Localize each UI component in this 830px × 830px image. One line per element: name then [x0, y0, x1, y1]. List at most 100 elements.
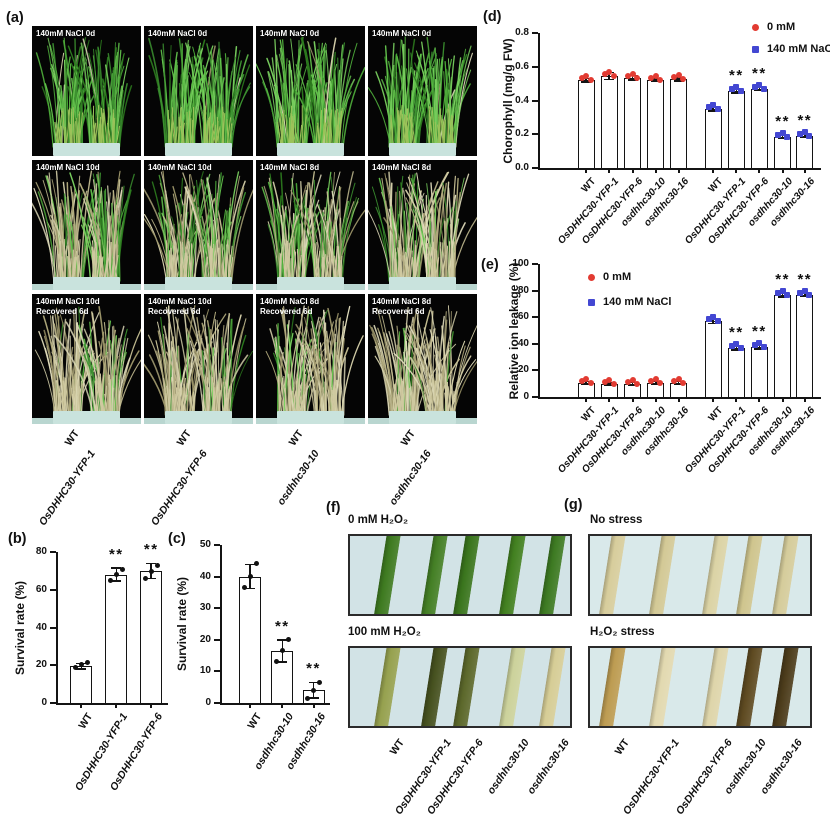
y-axis: [56, 552, 58, 705]
y-axis: [538, 33, 540, 170]
y-tick: [532, 167, 538, 169]
error-cap: [673, 77, 684, 79]
bar: [704, 108, 722, 168]
pot: [52, 411, 121, 424]
data-point: [273, 659, 279, 665]
panel-g-label: (g): [564, 497, 583, 513]
data-point-square: [801, 287, 808, 294]
error-cap: [111, 567, 122, 569]
photo-caption: 140mM NaCl 8d Recovered 6d: [372, 297, 432, 317]
x-tick: [803, 397, 806, 402]
pot: [388, 143, 457, 156]
data-point: [253, 561, 259, 567]
grass-illustration: [261, 171, 365, 282]
leaf-strip: [451, 648, 481, 726]
legend-marker-square: [752, 46, 759, 53]
photo-caption: 140mM NaCl 10d: [36, 163, 100, 172]
significance-label: **: [274, 617, 290, 635]
data-point-square: [728, 342, 735, 349]
x-axis: [538, 397, 821, 399]
y-tick: [214, 544, 220, 546]
y-tick-label: 0.0: [515, 162, 529, 173]
x-tick: [608, 397, 611, 402]
error-bar: [712, 106, 714, 111]
grass-illustration: [369, 305, 477, 416]
x-tick: [585, 397, 588, 402]
y-tick-label: 30: [199, 602, 211, 614]
grass-illustration: [32, 170, 135, 282]
bar: [727, 347, 745, 397]
photo-caption: 140mM NaCl 0d: [372, 29, 432, 38]
data-point: [241, 585, 247, 591]
data-point-circle: [610, 381, 617, 388]
leaf-strip: [597, 648, 627, 726]
plant-photo: 140mM NaCl 10d: [144, 160, 253, 290]
y-tick-label: 50: [199, 539, 211, 550]
leaf-strip: [647, 648, 677, 726]
data-point-square: [784, 292, 791, 299]
plant-photo: 140mM NaCl 10d Recovered 6d: [144, 294, 253, 424]
error-bar: [781, 135, 784, 139]
plant-photo: 140mM NaCl 8d Recovered 6d: [256, 294, 365, 424]
y-tick-label: 10: [199, 665, 211, 677]
error-cap: [245, 587, 256, 590]
panel-f-condition-1: 0 mM H₂O₂: [348, 514, 409, 526]
data-point-circle: [675, 376, 682, 383]
significance-label: **: [306, 660, 321, 678]
data-point-circle: [606, 69, 613, 76]
pot: [388, 277, 457, 290]
x-tick-label: WT: [76, 711, 96, 732]
data-point-circle: [657, 77, 664, 84]
significance-label: **: [729, 67, 744, 85]
error-bar: [735, 89, 738, 94]
data-point-circle: [680, 76, 686, 83]
plant-photo: 140mM NaCl 10d: [32, 160, 141, 290]
bar: [796, 294, 814, 397]
error-bar: [654, 78, 657, 82]
pot: [164, 277, 233, 290]
y-tick-label: 60: [517, 311, 529, 323]
error-cap: [146, 562, 157, 565]
leaf-strip: [734, 648, 764, 726]
x-axis: [220, 703, 330, 705]
data-point-circle: [657, 380, 664, 387]
bar: [600, 76, 618, 168]
pot: [52, 143, 121, 156]
error-bar: [677, 381, 680, 385]
error-bar: [758, 345, 761, 350]
x-tick: [631, 168, 634, 173]
bar: [727, 91, 745, 168]
photo-caption: 140mM NaCl 0d: [36, 29, 96, 38]
data-point-circle: [625, 378, 632, 385]
data-point-square: [760, 344, 767, 351]
data-point-square: [737, 88, 744, 95]
x-tick: [80, 703, 83, 708]
panel-c-label: (c): [168, 531, 186, 547]
x-tick: [150, 703, 153, 708]
leaf-strip: [497, 648, 526, 726]
y-tick: [532, 289, 538, 292]
y-tick: [50, 551, 56, 553]
grass-illustration: [368, 171, 477, 282]
data-point-square: [728, 86, 735, 93]
significance-label: **: [752, 323, 767, 341]
legend-marker-circle: [752, 24, 759, 31]
y-tick-label: 20: [199, 633, 211, 645]
data-point-square: [705, 103, 712, 110]
data-point-square: [801, 128, 808, 135]
significance-label: **: [752, 65, 767, 82]
significance-label: **: [729, 323, 744, 341]
panel-b-label: (b): [8, 531, 27, 547]
data-point-circle: [634, 74, 641, 81]
grass-illustration: [256, 36, 365, 148]
legend-label: 140 mM NaCl: [767, 43, 830, 55]
error-cap: [277, 639, 288, 641]
x-axis: [56, 703, 168, 705]
data-point-circle: [583, 376, 590, 383]
data-point: [113, 572, 119, 578]
photo-caption: 140mM NaCl 10d Recovered 6d: [148, 297, 212, 317]
legend-marker-circle: [588, 274, 595, 281]
data-point-circle: [587, 380, 594, 387]
data-point: [279, 648, 285, 654]
error-cap: [673, 383, 684, 386]
